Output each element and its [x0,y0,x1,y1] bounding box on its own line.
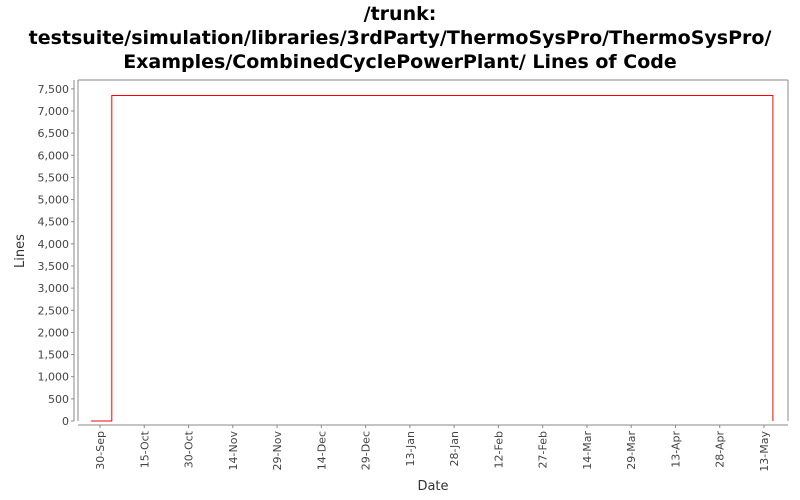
x-tick-label: 29-Nov [271,431,284,471]
chart-title: /trunk: testsuite/simulation/libraries/3… [0,2,800,74]
x-tick-label: 14-Nov [227,431,240,471]
y-tick-label: 4,000 [38,238,70,251]
y-tick-label: 7,500 [38,83,70,96]
y-tick-label: 3,500 [38,260,70,273]
x-tick-label: 15-Oct [138,430,151,468]
x-tick-label: 14-Mar [581,431,594,470]
x-tick-label: 29-Dec [360,431,373,470]
x-tick-label: 28-Apr [714,431,727,468]
title-line: /trunk: [363,3,437,25]
y-tick-label: 1,000 [38,371,70,384]
y-tick-label: 3,000 [38,282,70,295]
y-tick-label: 5,500 [38,171,70,184]
y-axis-label: Lines [13,234,28,268]
x-tick-label: 28-Jan [448,431,461,467]
x-tick-label: 13-Jan [404,431,417,467]
plot-area [78,80,788,421]
x-axis-label: Date [417,479,448,494]
title-line: Examples/CombinedCyclePowerPlant/ Lines … [123,51,677,73]
series-line [91,95,774,422]
y-tick-label: 2,500 [38,304,70,317]
x-tick-label: 13-Apr [669,431,682,468]
y-tick-label: 4,500 [38,216,70,229]
x-tick-label: 29-Mar [625,431,638,470]
y-tick-label: 2,000 [38,326,70,339]
y-tick-label: 0 [62,415,69,428]
y-tick-label: 500 [48,393,69,406]
x-tick-label: 30-Sep [94,431,107,470]
y-tick-label: 7,000 [38,105,70,118]
x-tick-label: 13-May [758,431,771,472]
title-line: testsuite/simulation/libraries/3rdParty/… [28,27,772,49]
y-tick-label: 1,500 [38,349,70,362]
x-tick-label: 30-Oct [183,430,196,468]
x-tick-label: 14-Dec [315,431,328,470]
x-tick-label: 12-Feb [492,431,505,468]
x-tick-label: 27-Feb [537,431,550,468]
y-tick-label: 6,500 [38,127,70,140]
y-tick-label: 5,000 [38,194,70,207]
y-tick-label: 6,000 [38,149,70,162]
